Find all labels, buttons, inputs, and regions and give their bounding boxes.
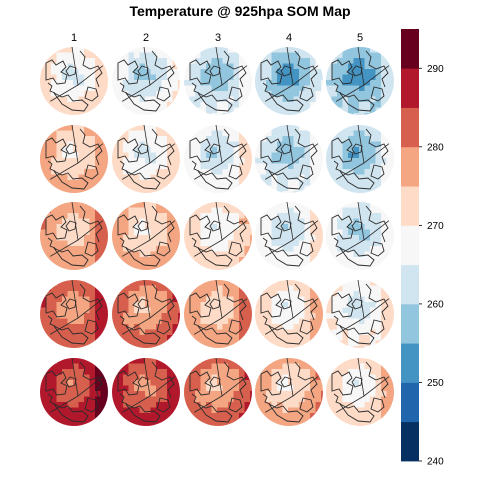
som-panel [184, 357, 252, 426]
colorbar-tick-label: 290 [427, 64, 444, 75]
colorbar-segment [401, 303, 419, 344]
som-panel [255, 357, 323, 426]
som-panel [40, 357, 108, 426]
colorbar-tick-label: 260 [427, 299, 444, 310]
column-label: 2 [143, 32, 149, 44]
som-panel [112, 201, 180, 270]
colorbar-tick-label: 270 [427, 221, 444, 232]
colorbar-segment [401, 146, 419, 187]
som-panel [112, 357, 180, 426]
column-labels: 1 2 3 4 5 [71, 32, 363, 44]
som-panel [326, 357, 394, 426]
som-panel [326, 279, 394, 348]
som-panel [255, 124, 323, 193]
som-panels [40, 46, 394, 426]
colorbar-segment [401, 107, 419, 148]
colorbar-segment [401, 68, 419, 108]
som-panel [40, 279, 108, 348]
som-panel [255, 46, 323, 115]
som-panel [112, 124, 180, 193]
colorbar-segment [401, 382, 419, 423]
colorbar-tick-label: 250 [427, 378, 444, 389]
column-label: 5 [357, 32, 363, 44]
som-panel [326, 124, 394, 193]
som-panel [112, 46, 180, 115]
colorbar-segment [401, 343, 419, 383]
som-panel [112, 279, 180, 348]
som-panel [255, 201, 323, 270]
som-panel [184, 124, 252, 193]
som-panel [326, 46, 394, 115]
som-panel [255, 279, 323, 348]
colorbar-tick-label: 240 [427, 457, 444, 468]
som-panel [326, 201, 394, 270]
som-panel [40, 46, 108, 115]
colorbar-segment [401, 421, 419, 462]
colorbar: 240 250 260 270 280 290 [401, 29, 444, 468]
som-panel [184, 46, 252, 115]
som-panel [184, 201, 252, 270]
colorbar-segment [401, 225, 419, 266]
som-panel [40, 124, 108, 193]
colorbar-segment [401, 264, 419, 305]
colorbar-segment [401, 186, 419, 226]
som-panel [40, 201, 108, 270]
column-label: 4 [286, 32, 292, 44]
column-label: 1 [71, 32, 77, 44]
column-label: 3 [215, 32, 221, 44]
som-panel [184, 279, 252, 348]
colorbar-tick-label: 280 [427, 142, 444, 153]
chart-title: Temperature @ 925hpa SOM Map [129, 3, 351, 19]
colorbar-segment [401, 29, 419, 69]
